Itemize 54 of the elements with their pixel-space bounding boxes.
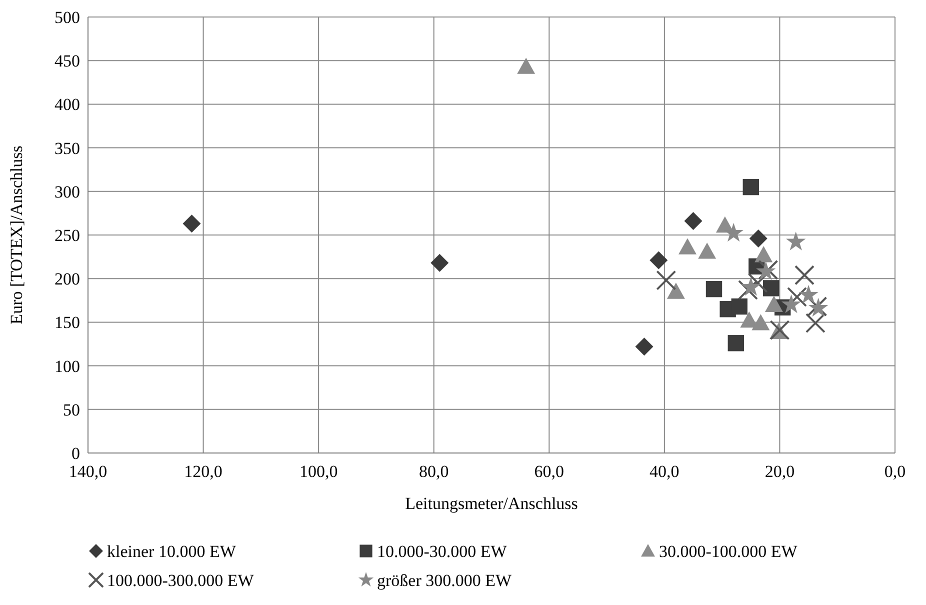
point xyxy=(798,284,818,304)
x-tick-label: 80,0 xyxy=(418,462,449,481)
y-axis-title: Euro [TOTEX]/Anschluss xyxy=(7,146,26,324)
point xyxy=(794,265,814,286)
y-tick-label: 0 xyxy=(72,444,80,463)
x-tick-label: 140,0 xyxy=(68,462,108,481)
point xyxy=(787,286,808,307)
point xyxy=(749,229,768,248)
y-tick-label: 500 xyxy=(54,8,80,27)
x-tick-label: 0,0 xyxy=(884,462,906,481)
point xyxy=(684,212,702,230)
point xyxy=(650,251,668,270)
point xyxy=(678,238,696,254)
x-tick-label: 60,0 xyxy=(534,462,564,481)
legend-label: 100.000-300.000 EW xyxy=(107,571,255,590)
point xyxy=(430,254,449,272)
point xyxy=(748,272,768,293)
y-tick-label: 150 xyxy=(54,313,80,332)
point xyxy=(698,242,716,259)
legend-label: 10.000-30.000 EW xyxy=(377,542,508,561)
x-tick-label: 100,0 xyxy=(299,462,338,481)
point xyxy=(805,313,826,334)
point xyxy=(706,280,722,298)
point xyxy=(781,294,802,314)
point xyxy=(182,214,201,233)
point xyxy=(635,338,654,356)
y-tick-label: 350 xyxy=(54,138,80,158)
point xyxy=(738,280,758,300)
legend-label: kleiner 10.000 EW xyxy=(107,542,237,561)
x-tick-label: 120,0 xyxy=(184,462,222,481)
point xyxy=(666,282,685,299)
y-tick-label: 200 xyxy=(54,270,80,289)
x-tick-label: 20,0 xyxy=(764,462,795,481)
point xyxy=(731,298,748,315)
y-tick-label: 300 xyxy=(54,182,80,202)
x-axis-title: Leitungsmeter/Anschluss xyxy=(405,494,578,513)
y-tick-label: 450 xyxy=(54,52,80,71)
point xyxy=(762,280,780,296)
point xyxy=(741,276,761,296)
x-tick-label: 40,0 xyxy=(650,462,680,481)
point xyxy=(764,296,783,312)
legend-label: 30.000-100.000 EW xyxy=(659,542,798,561)
point xyxy=(742,178,759,196)
legend-label: größer 300.000 EW xyxy=(377,571,512,590)
point xyxy=(656,270,676,290)
point xyxy=(728,335,744,352)
y-tick-label: 100 xyxy=(54,356,80,376)
point xyxy=(752,314,770,330)
y-tick-label: 50 xyxy=(63,400,80,420)
point xyxy=(786,232,806,250)
point xyxy=(517,58,536,74)
y-tick-label: 250 xyxy=(54,226,80,245)
point xyxy=(754,246,773,262)
y-tick-label: 400 xyxy=(54,95,80,114)
